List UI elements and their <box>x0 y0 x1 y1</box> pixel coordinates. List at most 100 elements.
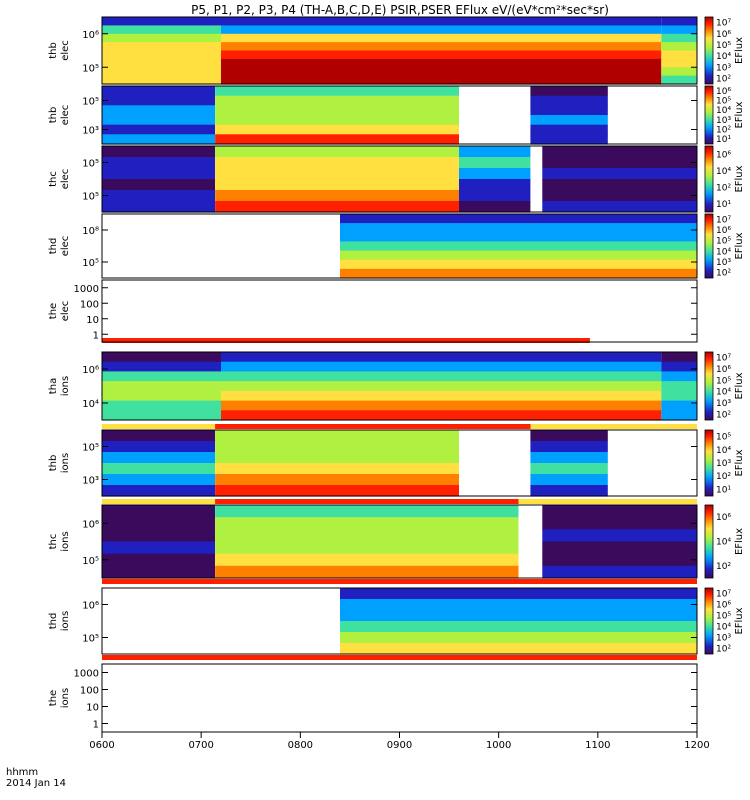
x-tick-label: 0700 <box>188 740 213 751</box>
spectrogram-cell <box>542 179 697 191</box>
spectrogram-cell <box>661 42 697 52</box>
spectrogram-cell <box>102 541 215 555</box>
colorbar <box>704 213 714 279</box>
spectrogram-cell <box>459 190 531 202</box>
spectrogram-cell <box>215 190 459 202</box>
spectrogram-cell <box>215 179 459 191</box>
colorbar-label: EFlux <box>734 101 745 128</box>
colorbar-tick-label: 10⁴ <box>716 446 731 456</box>
spectrogram-cell <box>102 25 221 35</box>
spectrogram-cell <box>221 67 662 77</box>
spectrogram-cell <box>102 400 221 411</box>
spectrogram-cell <box>215 553 519 567</box>
colorbar-tick-label: 10³ <box>716 459 731 469</box>
panel-ylabel: ions <box>60 376 71 396</box>
spectrogram-cell <box>221 42 662 52</box>
spectrogram-cell <box>215 441 459 453</box>
spectrogram-cell <box>530 86 608 97</box>
colorbar-tick-label: 10⁵ <box>716 237 731 247</box>
colorbar-tick-label: 10² <box>716 183 731 193</box>
spectrogram-cell <box>661 390 697 402</box>
panel-ylabel: thd <box>48 613 59 630</box>
y-tick-label: 10³ <box>82 476 99 487</box>
spectrogram-cell <box>102 115 215 126</box>
colorbar <box>704 429 714 497</box>
spectrogram-cell <box>102 441 215 453</box>
colorbar-label: EFlux <box>734 37 745 64</box>
figure-title: P5, P1, P2, P3, P4 (TH-A,B,C,D,E) PSIR,P… <box>191 3 609 17</box>
spectrogram-cell <box>340 610 697 622</box>
panel-frame <box>101 85 698 145</box>
colorbar-tick-label: 10⁶ <box>716 365 731 375</box>
x-tick-label: 0900 <box>387 740 412 751</box>
spectrogram-cell <box>542 190 697 202</box>
spectrogram-cell <box>215 430 459 442</box>
spectrogram-cell <box>530 485 608 497</box>
colorbar-tick-label: 10³ <box>716 116 731 126</box>
y-tick-label: 10⁵ <box>82 97 99 108</box>
y-tick-label: 100 <box>80 686 99 697</box>
spectrogram-cell <box>340 632 697 644</box>
spectrogram-cell <box>661 381 697 392</box>
spectrogram-cell <box>102 452 215 464</box>
colorbar-tick-label: 10² <box>716 74 731 84</box>
panel-ylabel: thc <box>48 171 59 187</box>
colorbar-tick-label: 10³ <box>716 63 731 73</box>
colorbar <box>704 587 714 655</box>
y-tick-label: 10⁵ <box>82 63 99 74</box>
spectrogram-cell <box>215 452 459 464</box>
y-tick-label: 10⁵ <box>82 443 99 454</box>
colorbar-tick-label: 10⁶ <box>716 30 731 40</box>
panel-frame <box>101 279 698 343</box>
panel-ylabel: elec <box>60 105 71 126</box>
x-tick-label: 1000 <box>486 740 511 751</box>
colorbar-tick-label: 10⁷ <box>716 215 731 225</box>
spectrogram-cell <box>215 485 459 497</box>
spectrogram-cell <box>102 50 221 60</box>
panel-ylabel: ions <box>60 611 71 631</box>
spectrogram-cell <box>661 352 697 363</box>
spectrogram-cell <box>661 25 697 35</box>
spectrogram-cell <box>340 214 697 224</box>
colorbar-tick-label: 10⁶ <box>716 150 731 160</box>
colorbar-tick-label: 10¹ <box>716 485 731 495</box>
panel-ylabel: thd <box>48 238 59 255</box>
spectrogram-cell <box>215 157 459 169</box>
x-tick-label: 0800 <box>288 740 313 751</box>
spectrogram-cell <box>542 505 697 518</box>
spectrogram-cell <box>542 517 697 530</box>
spectrogram-cell <box>542 565 697 579</box>
colorbar-tick-label: 10⁷ <box>716 19 731 29</box>
y-tick-label: 10⁵ <box>82 192 99 203</box>
spectrogram-cell <box>340 621 697 633</box>
panel-ylabel: elec <box>60 169 71 190</box>
spectrogram-cell <box>542 157 697 169</box>
colorbar-tick-label: 10⁶ <box>716 513 731 523</box>
spectrogram-cell <box>102 67 221 77</box>
spectrogram-cell <box>215 565 519 579</box>
panel-ylabel: elec <box>60 40 71 61</box>
panel-ylabel: thc <box>48 534 59 550</box>
panel-ylabel: tha <box>48 378 59 394</box>
spectrogram-cell <box>215 474 459 486</box>
spectrogram-cell <box>542 168 697 180</box>
spectrogram-cell <box>530 115 608 126</box>
spectrogram-cell <box>215 505 519 518</box>
spectrogram-cell <box>340 588 697 600</box>
spectrogram-cell <box>221 75 662 85</box>
colorbar-tick-label: 10² <box>716 269 731 279</box>
spectrogram-cell <box>102 33 221 43</box>
spectrogram-cell <box>661 361 697 372</box>
colorbar-tick-label: 10³ <box>716 399 731 409</box>
spectrogram-cell <box>102 124 215 135</box>
spectrogram-cell <box>530 463 608 475</box>
spectrogram-cell <box>542 529 697 543</box>
spectrogram-cell <box>215 95 459 106</box>
spectrogram-cell <box>102 146 215 158</box>
colorbar-tick-label: 10⁵ <box>716 41 731 51</box>
colorbar <box>704 85 714 145</box>
colorbar-tick-label: 10² <box>716 472 731 482</box>
spectrogram-cell <box>102 410 221 421</box>
spectrogram-cell <box>530 474 608 486</box>
spectrogram-cell <box>102 553 215 567</box>
